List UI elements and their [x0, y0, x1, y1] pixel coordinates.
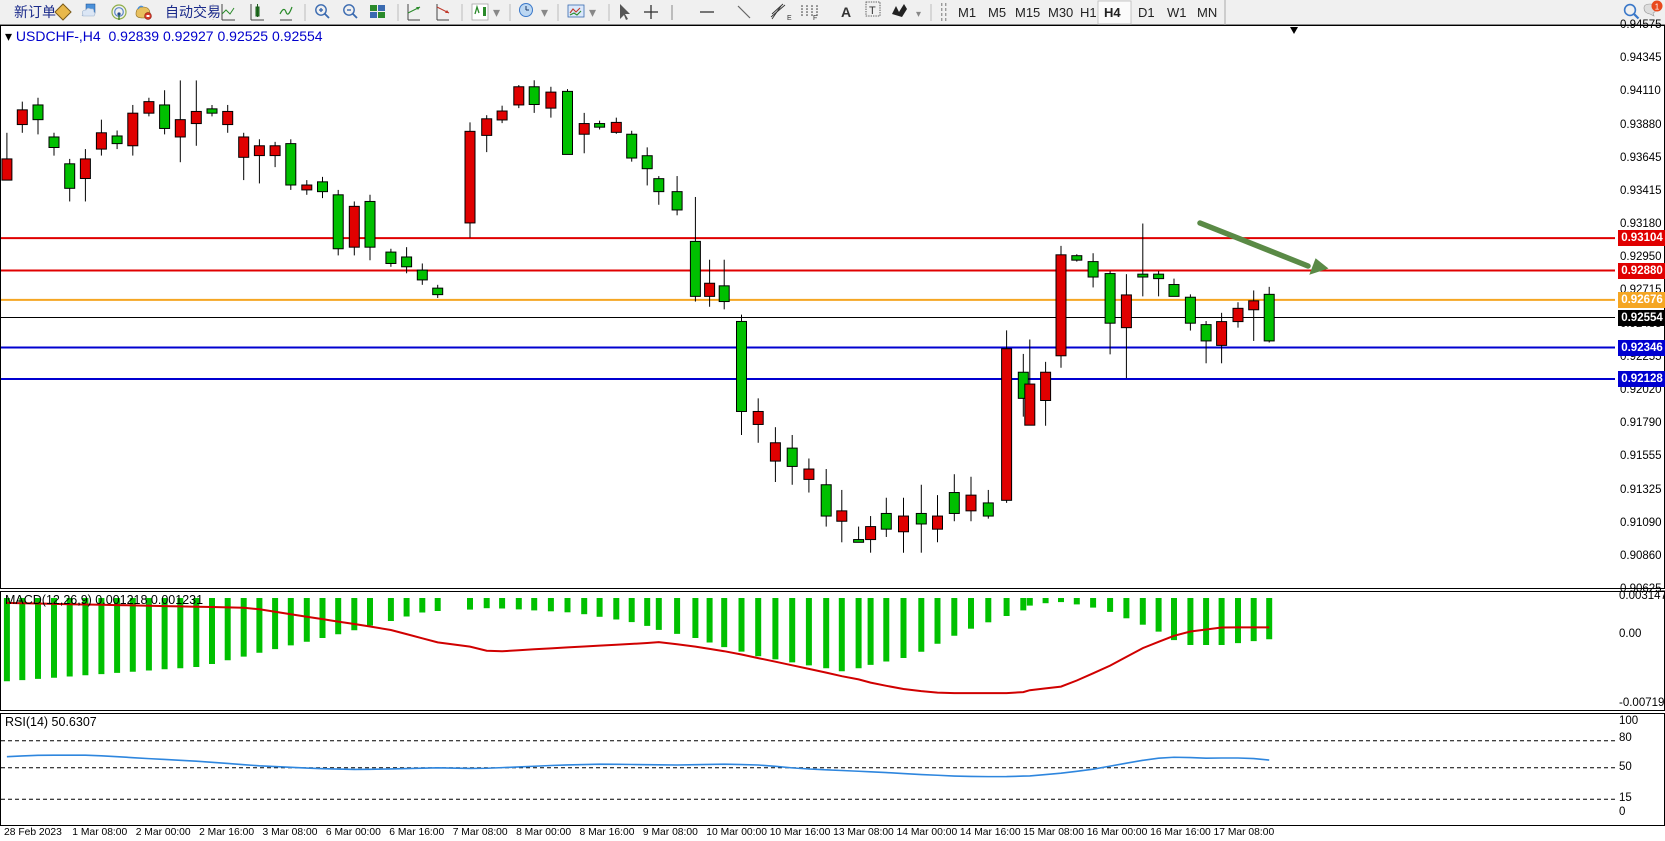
svg-text:M15: M15	[1015, 5, 1040, 20]
svg-text:F: F	[813, 15, 817, 22]
svg-text:▾: ▾	[589, 4, 596, 20]
svg-text:1: 1	[1655, 3, 1660, 12]
svg-text:M5: M5	[988, 5, 1006, 20]
svg-text:新订单: 新订单	[14, 4, 56, 20]
svg-text:▾: ▾	[916, 9, 921, 20]
svg-text:MN: MN	[1197, 5, 1217, 20]
svg-text:▾: ▾	[541, 4, 548, 20]
svg-text:H1: H1	[1080, 5, 1097, 20]
svg-text:H4: H4	[1104, 5, 1121, 20]
svg-text:A: A	[841, 4, 851, 20]
svg-text:M30: M30	[1048, 5, 1073, 20]
svg-text:M1: M1	[958, 5, 976, 20]
svg-text:W1: W1	[1167, 5, 1187, 20]
svg-text:▾: ▾	[493, 4, 500, 20]
svg-text:D1: D1	[1138, 5, 1155, 20]
svg-text:E: E	[787, 15, 792, 22]
svg-text:T: T	[869, 5, 876, 17]
